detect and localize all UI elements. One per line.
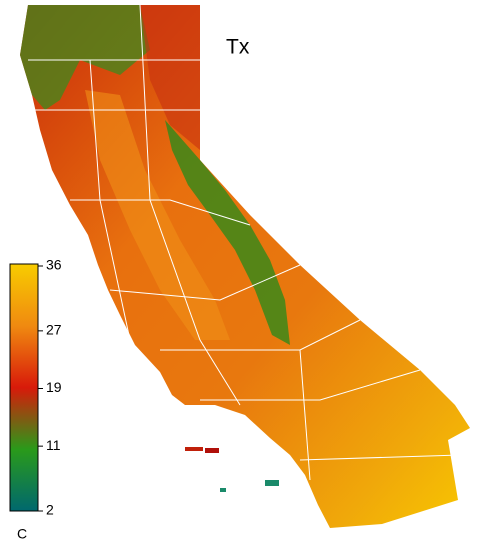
colorbar-box [9, 263, 39, 512]
central-valley [85, 90, 230, 340]
colorbar-tick-label: 27 [46, 322, 62, 338]
channel-islands [185, 447, 279, 492]
colorbar-tick-label: 2 [46, 502, 54, 518]
colorbar-unit: C [17, 526, 27, 542]
north-coast-forest [20, 5, 150, 110]
map-title: Tx [226, 36, 250, 59]
colorbar-tick-label: 36 [46, 257, 62, 273]
colorbar: 36 27 19 11 2 [9, 257, 62, 518]
sierra-forest [165, 120, 290, 345]
california-map [20, 4, 470, 528]
colorbar-tick-label: 19 [46, 379, 62, 395]
county-lines [28, 4, 461, 481]
northeast-highlands [140, 5, 200, 150]
colorbar-tick-label: 11 [46, 437, 61, 453]
